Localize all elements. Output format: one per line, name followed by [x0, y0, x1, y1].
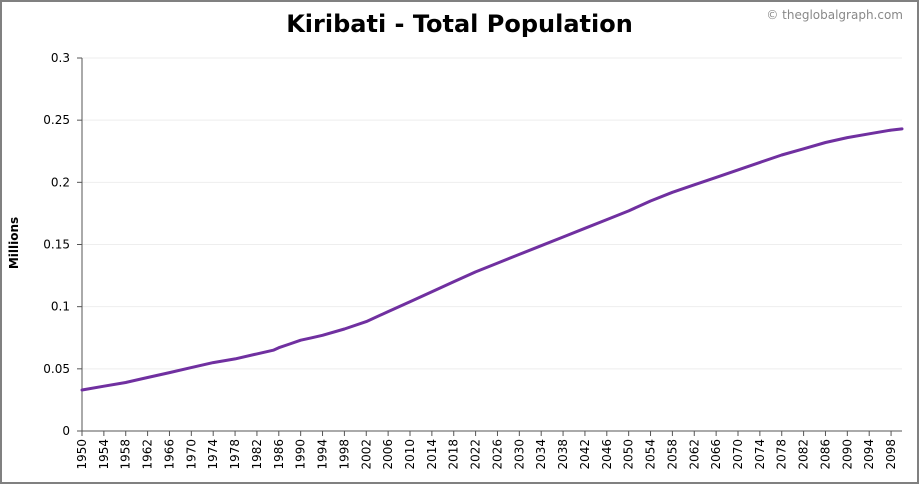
chart-title: Kiribati - Total Population	[286, 10, 633, 38]
x-tick-label: 1994	[316, 439, 330, 470]
x-tick-label: 2018	[447, 439, 461, 470]
x-tick-label: 2078	[775, 439, 789, 470]
x-tick-label: 2050	[622, 439, 636, 470]
x-tick-label: 2090	[840, 439, 854, 470]
x-tick-label: 2082	[797, 439, 811, 470]
x-tick-label: 2098	[884, 439, 898, 470]
y-tick-label: 0	[62, 424, 70, 438]
x-tick-label: 1954	[97, 439, 111, 470]
x-tick-label: 1982	[250, 439, 264, 470]
x-tick-label: 2014	[425, 439, 439, 470]
x-tick-label: 1970	[184, 439, 198, 470]
x-tick-label: 2042	[578, 439, 592, 470]
x-tick-label: 2030	[512, 439, 526, 470]
y-tick-label: 0.3	[51, 51, 70, 65]
x-tick-label: 2058	[665, 439, 679, 470]
x-tick-label: 1990	[294, 439, 308, 470]
population-line	[80, 127, 904, 392]
x-tick-label: 1978	[228, 439, 242, 470]
y-tick-label: 0.05	[43, 362, 70, 376]
y-tick-label: 0.1	[51, 300, 70, 314]
x-tick-label: 2062	[687, 439, 701, 470]
x-tick-label: 2074	[753, 439, 767, 470]
x-tick-label: 1958	[119, 439, 133, 470]
x-tick-label: 1966	[162, 439, 176, 470]
x-tick-label: 2038	[556, 439, 570, 470]
credit-text: © theglobalgraph.com	[766, 8, 903, 22]
x-tick-label: 2054	[644, 439, 658, 470]
x-tick-label: 1986	[272, 439, 286, 470]
y-tick-label: 0.15	[43, 238, 70, 252]
x-tick-label: 2066	[709, 439, 723, 470]
x-tick-label: 2022	[469, 439, 483, 470]
x-tick-label: 2002	[359, 439, 373, 470]
x-tick-label: 1962	[141, 439, 155, 470]
y-tick-label: 0.25	[43, 113, 70, 127]
x-tick-label: 2094	[862, 439, 876, 470]
x-tick-label: 2026	[490, 439, 504, 470]
x-tick-label: 1998	[337, 439, 351, 470]
x-tick-label: 2086	[818, 439, 832, 470]
y-tick-label: 0.2	[51, 175, 70, 189]
x-tick-label: 1974	[206, 439, 220, 470]
x-tick-label: 2006	[381, 439, 395, 470]
x-tick-label: 2010	[403, 439, 417, 470]
x-tick-label: 1950	[75, 439, 89, 470]
x-tick-label: 2046	[600, 439, 614, 470]
x-tick-label: 2034	[534, 439, 548, 470]
x-tick-label: 2070	[731, 439, 745, 470]
